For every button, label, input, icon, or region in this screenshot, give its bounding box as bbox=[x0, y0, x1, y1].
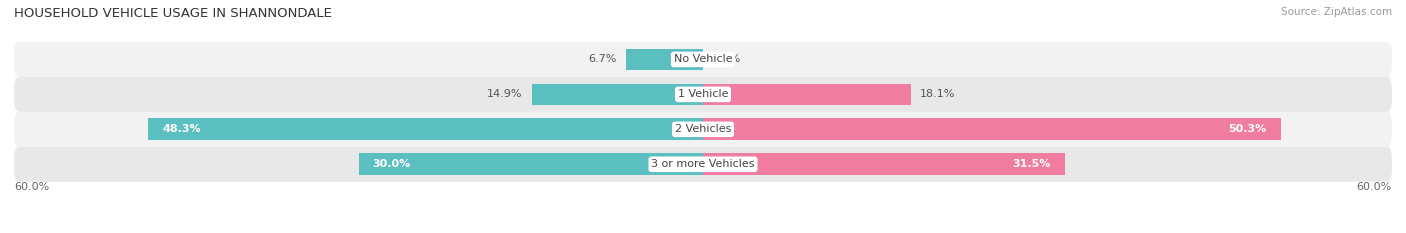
Text: 31.5%: 31.5% bbox=[1012, 159, 1050, 169]
Text: 14.9%: 14.9% bbox=[488, 89, 523, 99]
Bar bbox=[149, 118, 703, 140]
FancyBboxPatch shape bbox=[14, 112, 1392, 147]
Bar bbox=[531, 84, 703, 105]
Text: 0.0%: 0.0% bbox=[713, 55, 741, 64]
Text: 60.0%: 60.0% bbox=[1357, 182, 1392, 192]
Bar bbox=[359, 154, 703, 175]
Text: 18.1%: 18.1% bbox=[920, 89, 956, 99]
Bar bbox=[703, 118, 1281, 140]
Bar bbox=[703, 84, 911, 105]
Text: 2 Vehicles: 2 Vehicles bbox=[675, 124, 731, 134]
FancyBboxPatch shape bbox=[14, 147, 1392, 182]
Text: 48.3%: 48.3% bbox=[162, 124, 201, 134]
FancyBboxPatch shape bbox=[14, 77, 1392, 112]
Bar bbox=[703, 154, 1064, 175]
Bar bbox=[626, 49, 703, 70]
FancyBboxPatch shape bbox=[14, 42, 1392, 77]
Text: 3 or more Vehicles: 3 or more Vehicles bbox=[651, 159, 755, 169]
Text: No Vehicle: No Vehicle bbox=[673, 55, 733, 64]
Text: HOUSEHOLD VEHICLE USAGE IN SHANNONDALE: HOUSEHOLD VEHICLE USAGE IN SHANNONDALE bbox=[14, 7, 332, 20]
Text: 30.0%: 30.0% bbox=[373, 159, 411, 169]
Text: 50.3%: 50.3% bbox=[1229, 124, 1267, 134]
Text: 60.0%: 60.0% bbox=[14, 182, 49, 192]
Text: Source: ZipAtlas.com: Source: ZipAtlas.com bbox=[1281, 7, 1392, 17]
Text: 1 Vehicle: 1 Vehicle bbox=[678, 89, 728, 99]
Text: 6.7%: 6.7% bbox=[589, 55, 617, 64]
